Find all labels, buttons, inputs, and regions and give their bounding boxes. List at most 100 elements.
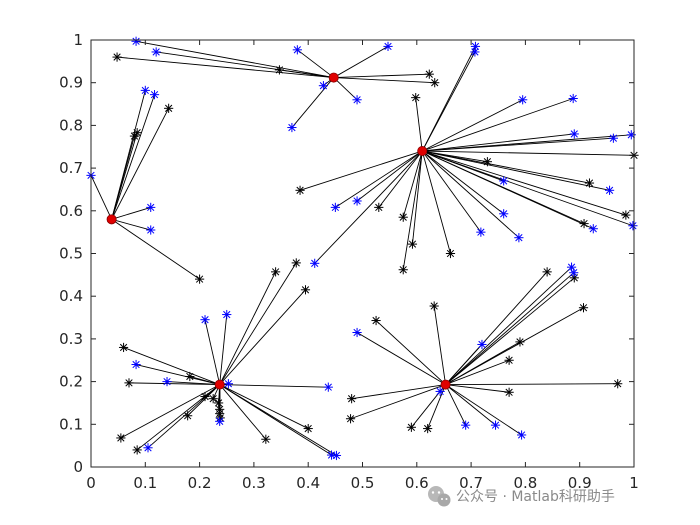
link-line (421, 150, 520, 239)
link-line (219, 262, 297, 385)
link-line (422, 150, 626, 216)
black-star-marker (374, 202, 384, 212)
blue-star-marker (146, 225, 156, 235)
black-star-marker (129, 131, 140, 141)
black-star-marker (445, 248, 456, 259)
center-marker (440, 379, 451, 390)
blue-star-marker (310, 258, 320, 268)
blue-star-marker (568, 93, 578, 104)
link-line (111, 90, 146, 220)
blue-star-marker (200, 315, 210, 325)
link-line (350, 384, 446, 420)
link-line (166, 381, 220, 386)
link-line (445, 344, 483, 385)
black-star-marker (345, 414, 356, 424)
blue-star-marker (383, 41, 393, 52)
link-line (219, 384, 337, 456)
link-line (351, 384, 446, 400)
blue-star-marker (604, 185, 615, 195)
black-star-marker (124, 378, 134, 388)
x-tick-label: 0.6 (405, 474, 429, 492)
y-tick-label: 0.8 (59, 116, 83, 134)
link-line (445, 384, 496, 426)
blue-star-marker (569, 268, 579, 278)
link-line (421, 51, 476, 152)
link-line (219, 289, 306, 385)
black-star-marker (116, 433, 126, 443)
blue-star-marker (352, 327, 362, 338)
blue-star-marker (162, 377, 172, 387)
y-tick-label: 0.7 (59, 159, 83, 177)
link-line (378, 150, 423, 208)
cluster-centers (106, 72, 451, 390)
black-star-marker (300, 285, 311, 295)
blue-star-marker (477, 339, 487, 350)
black-star-marker (195, 274, 205, 284)
link-line (156, 51, 334, 79)
link-line (120, 384, 220, 439)
blue-star-marker (461, 420, 471, 430)
link-line (219, 271, 277, 385)
black-star-marker (347, 394, 357, 404)
center-marker (106, 214, 117, 225)
link-line (422, 150, 635, 156)
link-line (422, 98, 574, 152)
center-marker (328, 72, 339, 83)
blue-star-marker (287, 122, 297, 133)
black-star-marker (208, 394, 218, 404)
y-tick-label: 0.9 (59, 74, 83, 92)
link-line (314, 150, 423, 264)
black-star-marker (200, 391, 210, 402)
sensor-markers (86, 36, 639, 461)
black-star-marker (271, 267, 281, 277)
link-line (356, 150, 423, 202)
blue-star-marker (569, 129, 579, 139)
link-line (421, 150, 451, 254)
blue-star-marker (146, 202, 156, 212)
blue-star-marker (149, 90, 160, 100)
y-tick-label: 0.4 (59, 287, 83, 305)
link-line (299, 150, 423, 191)
link-line (422, 150, 610, 191)
link-line (219, 384, 267, 440)
blue-star-marker (352, 196, 362, 206)
black-star-marker (430, 78, 440, 88)
blue-star-marker (470, 47, 480, 57)
x-tick-label: 0.2 (188, 474, 212, 492)
black-star-marker (578, 303, 589, 313)
link-line (445, 384, 467, 426)
link-line (445, 277, 575, 385)
black-star-marker (118, 342, 129, 353)
blue-star-marker (131, 36, 141, 46)
link-line (402, 150, 423, 218)
black-star-marker (132, 445, 142, 455)
blue-star-marker (499, 209, 509, 219)
x-tick-label: 0.8 (513, 474, 537, 492)
black-star-marker (424, 69, 434, 79)
black-star-marker (112, 52, 122, 62)
blue-star-marker (131, 359, 141, 370)
blue-star-marker (323, 382, 333, 392)
link-line (356, 332, 446, 385)
y-tick-label: 0.6 (59, 202, 83, 220)
link-line (333, 46, 389, 78)
link-line (422, 150, 590, 184)
link-line (402, 150, 423, 270)
black-star-marker (371, 315, 381, 326)
link-line (421, 150, 504, 215)
link-line (123, 347, 220, 386)
black-star-marker (621, 210, 631, 220)
x-tick-label: 1 (629, 474, 639, 492)
black-star-marker (185, 371, 195, 382)
link-line (135, 364, 220, 386)
link-line (445, 359, 510, 386)
y-axis-ticks: 0 0.1 0.2 0.3 0.4 0.5 0.6 0.7 0.8 0.9 1 (59, 31, 634, 476)
blue-star-marker (140, 85, 150, 95)
black-star-marker (291, 258, 301, 268)
blue-star-marker (476, 227, 486, 237)
black-star-marker (183, 411, 193, 421)
black-star-marker (406, 422, 416, 432)
link-line (117, 56, 334, 79)
blue-star-marker (628, 221, 638, 231)
black-star-marker (504, 387, 514, 397)
